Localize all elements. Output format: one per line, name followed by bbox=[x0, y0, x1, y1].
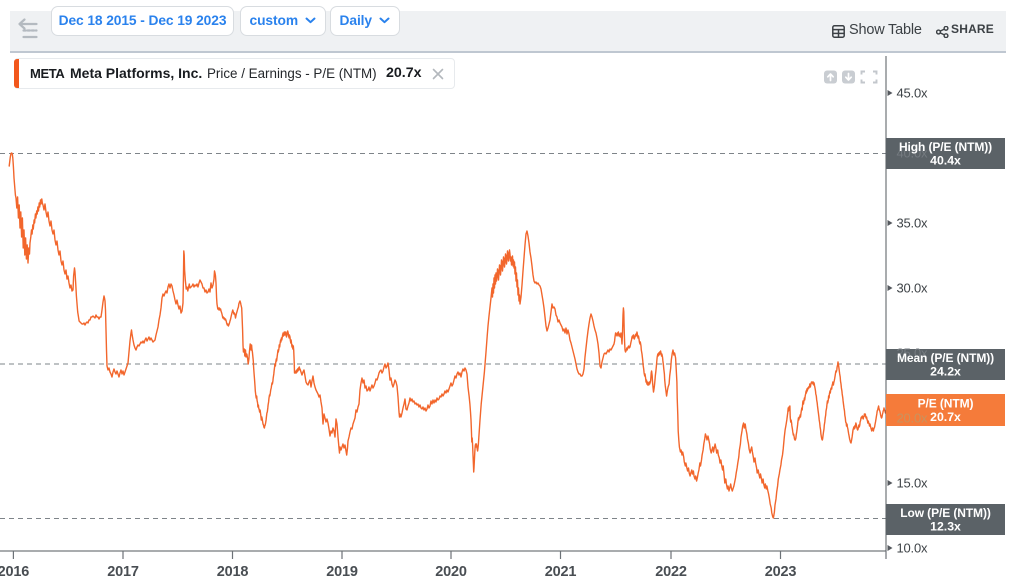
svg-text:P/E (NTM): P/E (NTM) bbox=[918, 397, 974, 411]
svg-text:40.0x: 40.0x bbox=[897, 146, 929, 161]
svg-text:20.0x: 20.0x bbox=[897, 411, 929, 426]
svg-text:45.0x: 45.0x bbox=[897, 86, 929, 101]
svg-text:2022: 2022 bbox=[655, 564, 687, 580]
svg-text:Low (P/E (NTM)): Low (P/E (NTM)) bbox=[900, 506, 991, 520]
svg-text:2018: 2018 bbox=[217, 564, 249, 580]
svg-text:12.3x: 12.3x bbox=[930, 520, 961, 534]
svg-text:10.0x: 10.0x bbox=[897, 541, 929, 556]
svg-text:Mean (P/E (NTM)): Mean (P/E (NTM)) bbox=[897, 351, 994, 365]
svg-text:20.7x: 20.7x bbox=[930, 410, 961, 424]
svg-text:2020: 2020 bbox=[435, 564, 467, 580]
svg-text:2017: 2017 bbox=[107, 564, 139, 580]
svg-text:High (P/E (NTM)): High (P/E (NTM)) bbox=[899, 140, 992, 154]
svg-text:40.4x: 40.4x bbox=[930, 154, 961, 168]
svg-text:2019: 2019 bbox=[326, 564, 358, 580]
svg-text:35.0x: 35.0x bbox=[897, 216, 929, 231]
svg-text:24.2x: 24.2x bbox=[930, 365, 961, 379]
svg-text:25.0x: 25.0x bbox=[897, 346, 929, 361]
svg-text:15.0x: 15.0x bbox=[897, 476, 929, 491]
svg-text:30.0x: 30.0x bbox=[897, 281, 929, 296]
svg-text:2016: 2016 bbox=[0, 564, 29, 580]
svg-text:2023: 2023 bbox=[765, 564, 797, 580]
svg-text:2021: 2021 bbox=[545, 564, 577, 580]
